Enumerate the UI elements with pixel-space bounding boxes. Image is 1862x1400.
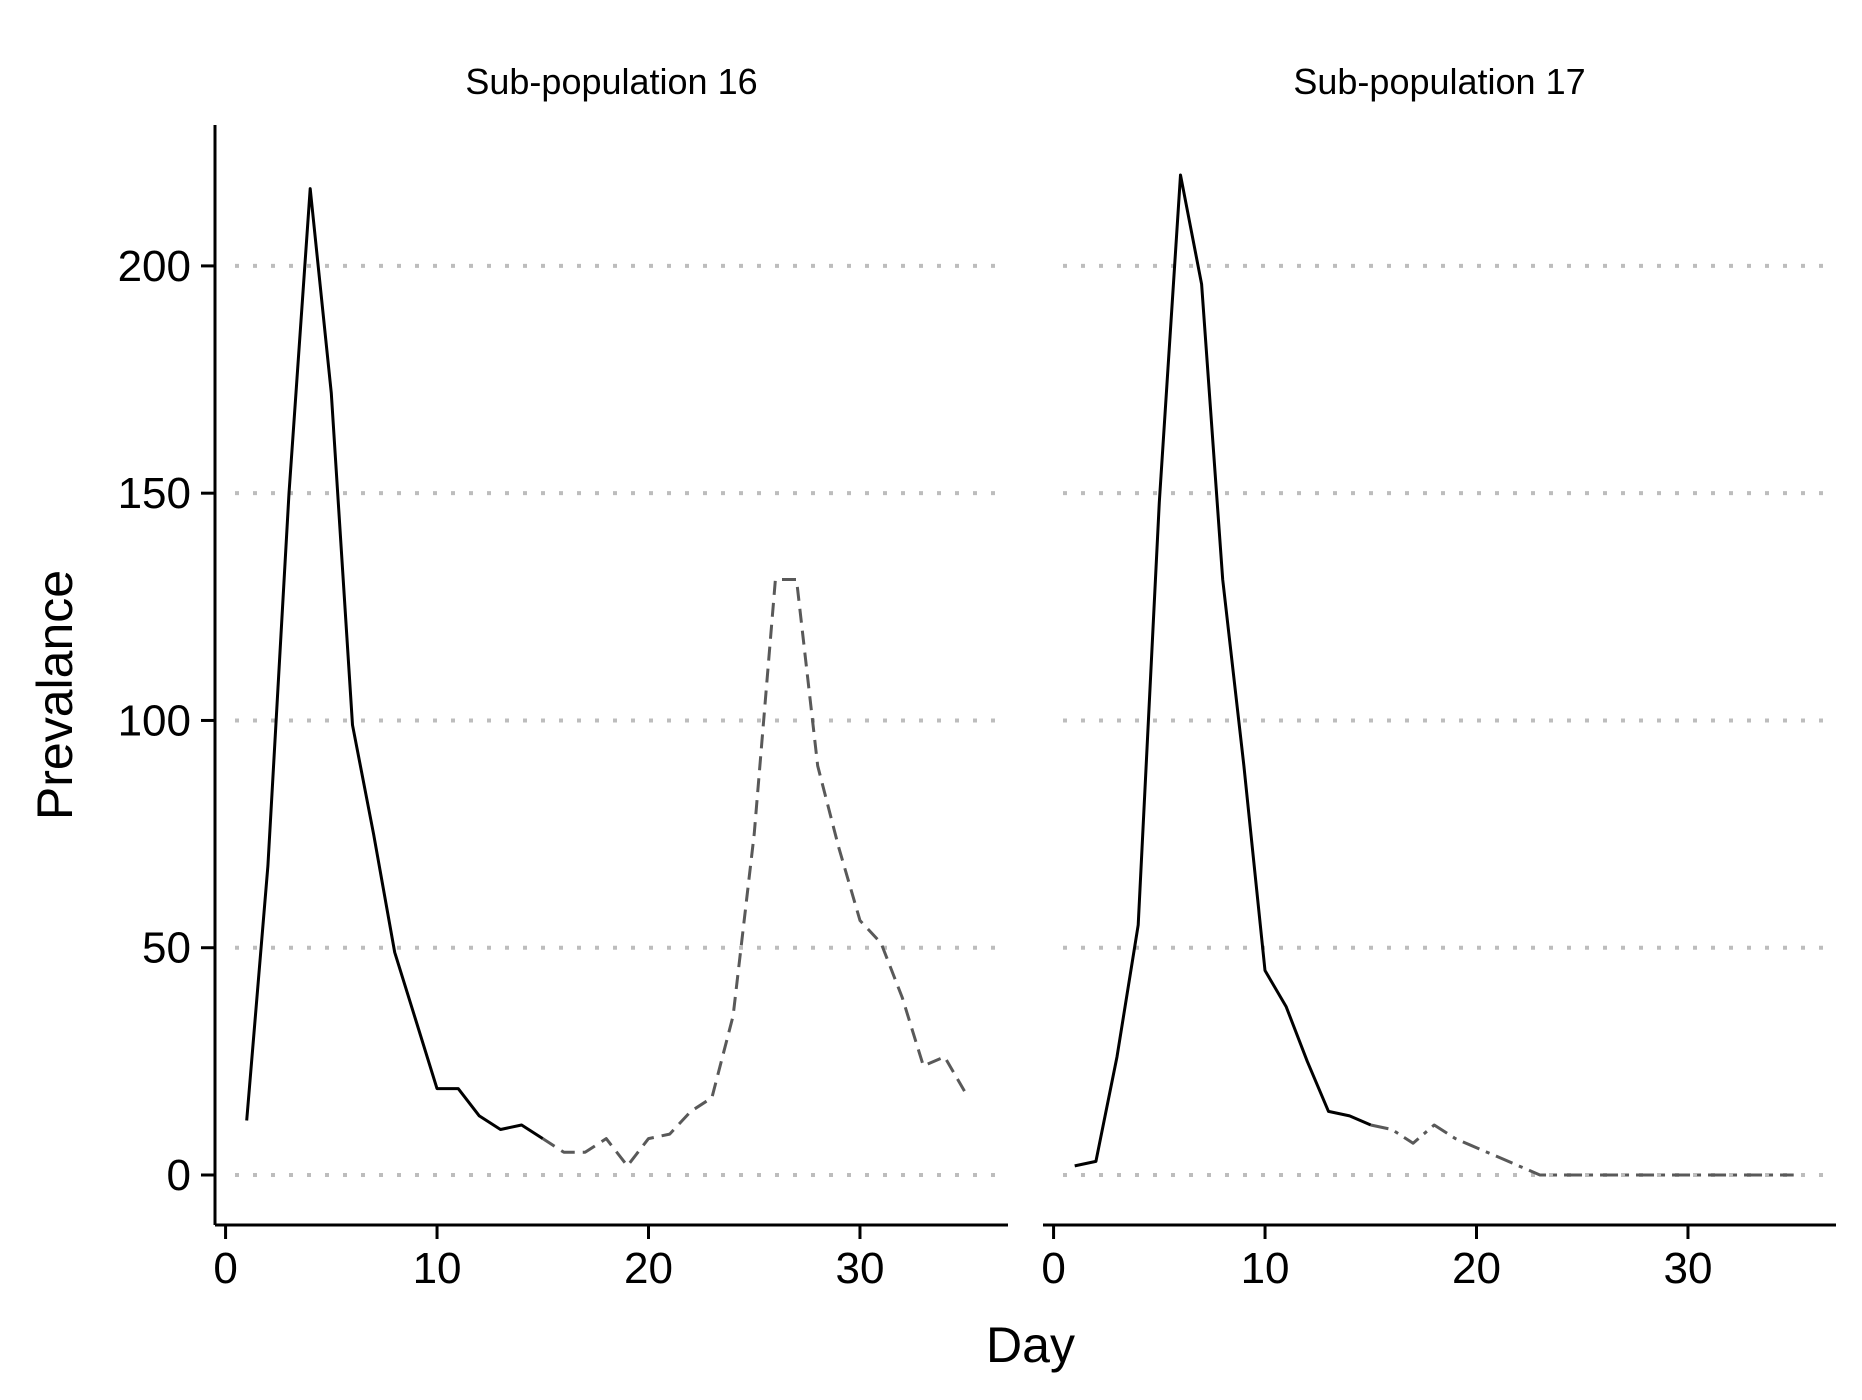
x-tick-label: 0 [1041, 1244, 1065, 1293]
panel-title: Sub-population 17 [1293, 61, 1585, 102]
panel-2: 0 10 20 30 Sub-population 17 [1041, 61, 1836, 1293]
series-line-solid [245, 187, 544, 1140]
series-line-dashed [541, 578, 967, 1168]
y-tick-label: 0 [167, 1151, 191, 1200]
x-tick-label: 20 [1452, 1244, 1501, 1293]
series-line-dashdot [1370, 1123, 1794, 1177]
y-tick-label: 50 [142, 924, 191, 973]
x-tick-label: 20 [624, 1244, 673, 1293]
panel-title: Sub-population 16 [465, 61, 757, 102]
panel-1: 0 50 100 150 200 0 10 20 30 Sub-population 16 [118, 61, 1008, 1293]
y-tick-label: 200 [118, 242, 191, 291]
y-tick-label: 150 [118, 469, 191, 518]
series-line-solid [1074, 173, 1372, 1168]
x-tick-label: 10 [1241, 1244, 1290, 1293]
x-tick-label: 10 [413, 1244, 462, 1293]
y-axis-title: Prevalance [27, 570, 83, 820]
x-tick-label: 30 [1663, 1244, 1712, 1293]
x-axis-title: Day [986, 1317, 1075, 1373]
x-tick-label: 0 [213, 1244, 237, 1293]
y-tick-label: 100 [118, 696, 191, 745]
x-tick-label: 30 [835, 1244, 884, 1293]
